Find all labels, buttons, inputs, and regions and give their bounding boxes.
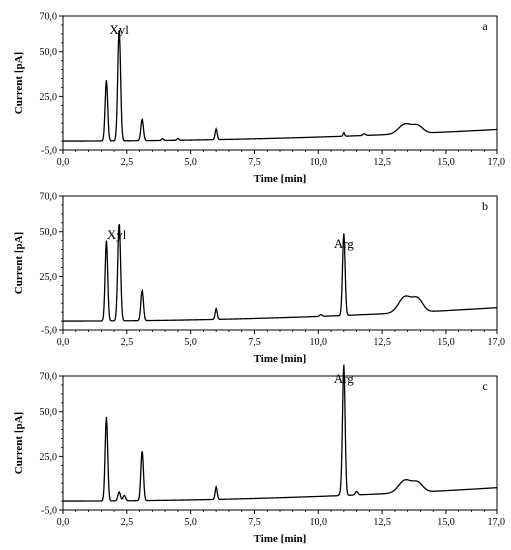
x-tick-label: 12,5: [373, 337, 391, 348]
x-tick-label: 0,0: [57, 517, 70, 528]
chart-panel-c: 70,0 50,0 25,0 -5,00,0 2,5 5,0 7,5 10,0 12,5 15,0…: [13, 364, 506, 545]
y-tick-label: 50,0: [40, 227, 58, 238]
y-axis-label: Current [pA]: [13, 52, 25, 114]
x-tick-label: 17,0: [488, 517, 506, 528]
signal-trace: [63, 223, 498, 322]
x-tick-label: 5,0: [184, 337, 197, 348]
peak-label: Xyl: [107, 227, 127, 242]
x-tick-label: 0,0: [57, 337, 70, 348]
y-tick-label: 25,0: [40, 92, 58, 103]
x-tick-label: 12,5: [373, 157, 391, 168]
x-tick-label: 10,0: [310, 157, 328, 168]
signal-trace: [63, 29, 498, 142]
x-axis-label: Time [min]: [254, 173, 307, 185]
x-tick-label: 2,5: [121, 517, 134, 528]
y-tick-label: 70,0: [40, 192, 58, 203]
chart-panel-a: 70,0 50,0 25,0 -5,00,0 2,5 5,0 7,5 10,0 12,5 15,0…: [13, 12, 505, 186]
y-tick-label: 50,0: [40, 407, 58, 418]
peak-label: Arg: [334, 236, 354, 251]
panel-label: b: [482, 199, 488, 213]
y-tick-label: -5,0: [41, 326, 57, 337]
panel-label: a: [482, 19, 488, 33]
x-tick-label: 12,5: [373, 517, 391, 528]
x-tick-label: 2,5: [121, 157, 134, 168]
x-tick-label: 15,0: [437, 337, 455, 348]
x-tick-label: 7,5: [248, 517, 261, 528]
y-axis-label: Current [pA]: [13, 232, 25, 294]
y-tick-label: 70,0: [40, 12, 58, 23]
y-tick-label: -5,0: [41, 506, 57, 517]
x-tick-label: 5,0: [184, 157, 197, 168]
x-tick-label: 17,0: [488, 157, 506, 168]
chart-panel-b: 70,0 50,0 25,0 -5,00,0 2,5 5,0 7,5 10,0 12,5 15,0…: [13, 192, 505, 366]
x-tick-label: 7,5: [248, 337, 261, 348]
y-tick-label: 25,0: [40, 452, 58, 463]
x-axis-label: Time [min]: [254, 353, 307, 365]
x-tick-label: 10,0: [310, 517, 328, 528]
x-tick-label: 7,5: [248, 157, 261, 168]
y-tick-label: 25,0: [40, 272, 58, 283]
peak-label: Xyl: [109, 22, 129, 37]
y-tick-label: -5,0: [41, 146, 57, 157]
x-tick-label: 17,0: [488, 337, 506, 348]
x-tick-label: 2,5: [121, 337, 134, 348]
x-tick-label: 5,0: [184, 517, 197, 528]
x-axis-label: Time [min]: [254, 533, 307, 545]
x-tick-label: 15,0: [437, 517, 455, 528]
y-axis-label: Current [pA]: [13, 412, 25, 474]
signal-trace: [63, 364, 498, 502]
x-tick-label: 0,0: [57, 157, 70, 168]
peak-label: Arg: [334, 371, 354, 386]
y-tick-label: 50,0: [40, 47, 58, 58]
plot-frame: [62, 375, 498, 511]
y-tick-label: 70,0: [40, 372, 58, 383]
panel-label: c: [482, 379, 487, 393]
plot-frame: [62, 195, 498, 331]
x-tick-label: 10,0: [310, 337, 328, 348]
x-tick-label: 15,0: [437, 157, 455, 168]
